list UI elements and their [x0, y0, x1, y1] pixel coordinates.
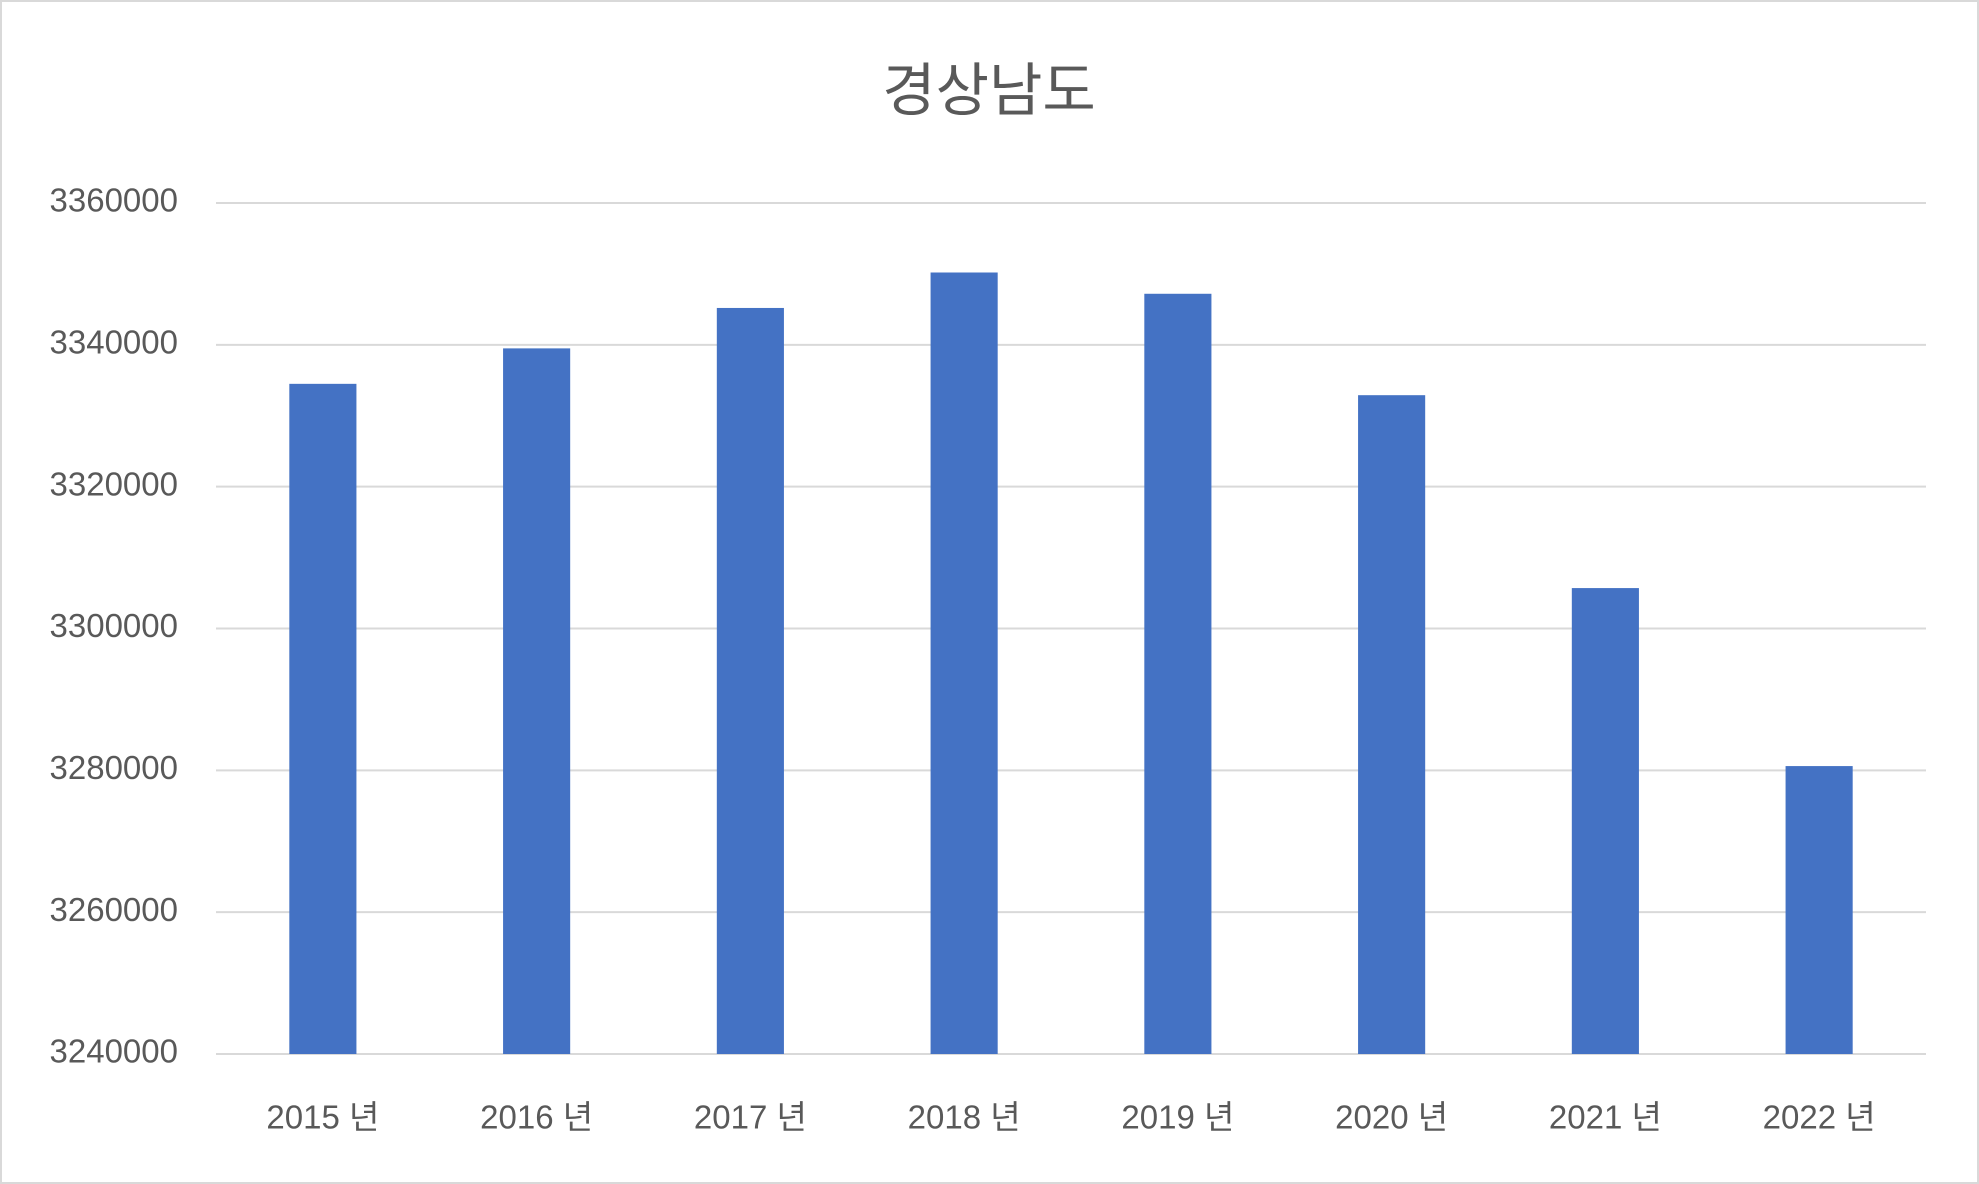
- x-tick-label: 2018 년: [908, 1099, 1021, 1136]
- x-tick-label: 2022 년: [1763, 1099, 1876, 1136]
- bar: [1571, 588, 1639, 1054]
- y-tick-label: 3340000: [50, 324, 178, 361]
- y-tick-label: 3360000: [50, 182, 178, 219]
- bar: [1785, 766, 1853, 1054]
- y-tick-label: 3260000: [50, 891, 178, 928]
- bar: [503, 348, 571, 1055]
- y-tick-label: 3300000: [50, 607, 178, 644]
- y-tick-label: 3280000: [50, 749, 178, 786]
- bar: [1358, 395, 1426, 1054]
- y-tick-label: 3320000: [50, 465, 178, 502]
- bar: [716, 307, 784, 1054]
- x-tick-label: 2016 년: [480, 1099, 593, 1136]
- bar: [289, 383, 357, 1054]
- chart-title: 경상남도: [882, 58, 1095, 123]
- x-tick-label: 2017 년: [694, 1099, 807, 1136]
- x-tick-label: 2021 년: [1549, 1099, 1662, 1136]
- bar: [930, 272, 998, 1055]
- x-tick-label: 2015 년: [266, 1099, 379, 1136]
- y-tick-label: 3240000: [50, 1033, 178, 1070]
- x-tick-label: 2019 년: [1121, 1099, 1234, 1136]
- x-tick-label: 2020 년: [1335, 1099, 1448, 1136]
- bar: [1144, 293, 1212, 1055]
